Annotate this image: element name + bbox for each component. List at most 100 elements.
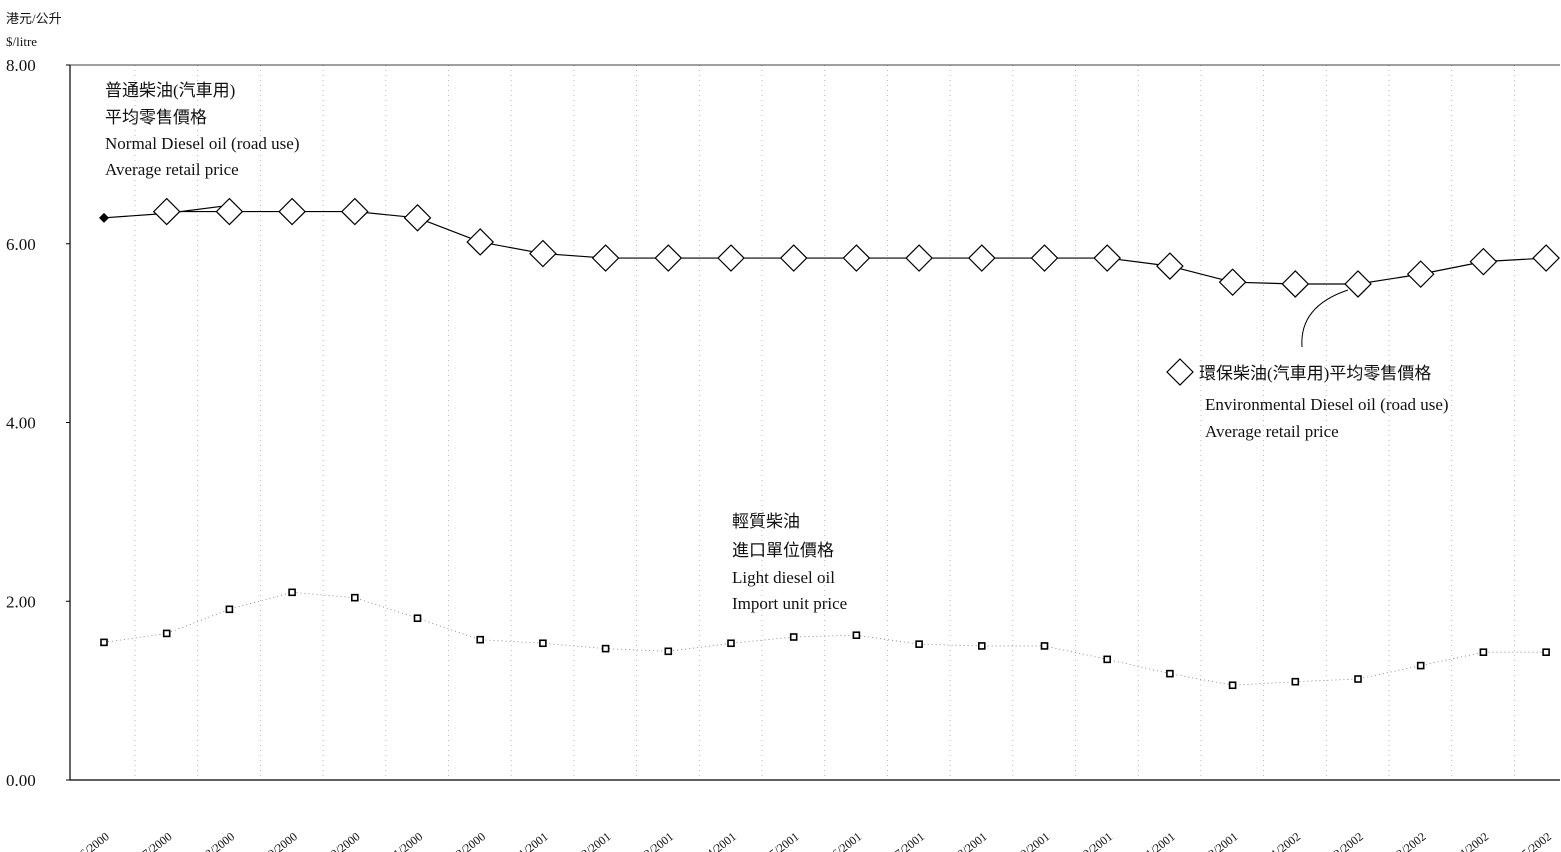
data-point-environmental-diesel [1156,252,1184,280]
data-point-environmental-diesel [466,228,495,256]
data-point-light-diesel [1040,642,1049,650]
data-point-light-diesel [288,588,296,597]
y-tick-labels: 0.00 2.00 4.00 6.00 8.00 [6,56,70,790]
x-tick-label: 07/2000 [135,829,175,852]
data-point-environmental-diesel [779,244,808,272]
x-tick-label: 02/2001 [574,829,614,852]
data-point-light-diesel [413,614,422,623]
unit-label-english: $/litre [6,34,37,49]
data-point-environmental-diesel [1532,244,1560,272]
x-tick-label: 02/2002 [1326,829,1366,852]
data-point-light-diesel [664,647,673,656]
data-point-environmental-diesel [591,244,620,272]
x-tick-label: 06/2000 [72,829,112,852]
x-tick-label: 08/2001 [950,829,990,852]
x-tick-label: 01/2002 [1264,829,1304,852]
data-point-light-diesel [476,635,485,644]
data-point-environmental-diesel [842,244,871,272]
annotation-normal-diesel: 普通柴油(汽車用) 平均零售價格 Normal Diesel oil (road… [105,81,300,179]
unit-label-chinese: 港元/公升 [6,11,62,26]
annotation-normal-line3: Normal Diesel oil (road use) [105,134,300,153]
annotation-environmental-line3: Average retail price [1205,422,1339,441]
data-point-light-diesel [539,639,547,648]
grid-lines [134,65,1515,780]
annotation-light-line3: Light diesel oil [732,568,835,587]
legend-hollow-diamond-icon [1166,358,1194,386]
x-tick-label: 04/2001 [699,829,739,852]
x-tick-label: 03/2001 [637,829,677,852]
data-point-light-diesel [977,642,986,650]
x-tick-label: 01/2001 [511,829,551,852]
data-point-light-diesel [789,633,798,641]
data-point-environmental-diesel [1281,270,1310,298]
data-point-environmental-diesel [654,244,683,272]
annotation-normal-line1: 普通柴油(汽車用) [105,81,235,100]
x-tick-label: 10/2001 [1075,829,1115,852]
annotation-normal-line4: Average retail price [105,160,239,179]
data-point-environmental-diesel [529,239,557,268]
x-tick-label: 11/2000 [386,829,425,852]
x-tick-label: 10/2000 [323,829,363,852]
x-tick-label: 09/2000 [260,829,300,852]
data-point-light-diesel [1354,675,1362,683]
data-point-light-diesel [1416,661,1425,670]
data-point-environmental-diesel [717,244,745,272]
series-line-small-square [103,591,1547,686]
data-point-light-diesel [1479,648,1488,656]
x-tick-label: 11/2001 [1138,829,1177,852]
annotation-light-line2: 進口單位價格 [732,541,834,560]
data-point-light-diesel [100,638,108,647]
data-point-light-diesel [727,639,735,648]
data-point-environmental-diesel [1469,247,1498,276]
annotation-pointer-arrow [1301,289,1349,348]
data-point-light-diesel [225,605,234,614]
y-tick-label: 4.00 [6,414,36,433]
y-tick-label: 2.00 [6,592,36,611]
data-point-light-diesel [915,640,923,648]
annotation-environmental-line2: Environmental Diesel oil (road use) [1205,395,1449,414]
x-tick-label: 07/2001 [887,829,927,852]
series-layer [99,197,1560,690]
data-point-environmental-diesel [1218,268,1247,297]
annotation-light-diesel: 輕質柴油 進口單位價格 Light diesel oil Import unit… [732,512,847,613]
x-tick-label: 06/2001 [825,829,865,852]
data-point-environmental-diesel [340,197,369,226]
x-tick-label: 09/2001 [1013,829,1053,852]
y-tick-label: 8.00 [6,56,36,75]
annotation-environmental-diesel: 環保柴油(汽車用)平均零售價格 Environmental Diesel oil… [1166,289,1449,441]
data-point-environmental-diesel [1406,260,1435,288]
y-tick-label: 6.00 [6,235,36,254]
data-point-light-diesel [1542,648,1550,656]
x-tick-label: 08/2000 [198,829,238,852]
x-tick-label: 05/2002 [1514,829,1554,852]
data-point-environmental-diesel [403,203,432,232]
data-point-environmental-diesel [905,244,933,272]
x-tick-label: 12/2001 [1201,829,1241,852]
annotation-light-line1: 輕質柴油 [732,512,800,531]
data-point-light-diesel [852,631,861,640]
annotation-environmental-line1: 環保柴油(汽車用)平均零售價格 [1199,364,1431,383]
data-point-environmental-diesel [215,197,244,226]
y-tick-label: 0.00 [6,771,36,790]
data-point-environmental-diesel [278,197,306,226]
data-point-light-diesel [162,629,171,638]
data-point-light-diesel [1166,669,1174,678]
data-point-environmental-diesel [1344,270,1372,298]
annotation-normal-line2: 平均零售價格 [105,108,207,127]
data-point-environmental-diesel [967,244,996,272]
data-point-environmental-diesel [152,197,181,226]
data-point-light-diesel [1291,677,1300,686]
data-point-light-diesel [1103,655,1111,664]
data-point-light-diesel [1228,681,1237,690]
data-point-light-diesel [350,593,359,602]
x-tick-label: 04/2002 [1452,829,1492,852]
data-point-normal-diesel [99,212,109,223]
annotation-light-line4: Import unit price [732,594,847,613]
x-tick-labels: 06/2000 07/2000 08/2000 09/2000 10/2000 11/20… [72,829,1554,852]
data-point-environmental-diesel [1030,244,1059,272]
data-point-environmental-diesel [1093,244,1122,272]
x-tick-label: 03/2002 [1389,829,1429,852]
x-tick-label: 05/2001 [762,829,802,852]
data-point-light-diesel [601,644,610,653]
